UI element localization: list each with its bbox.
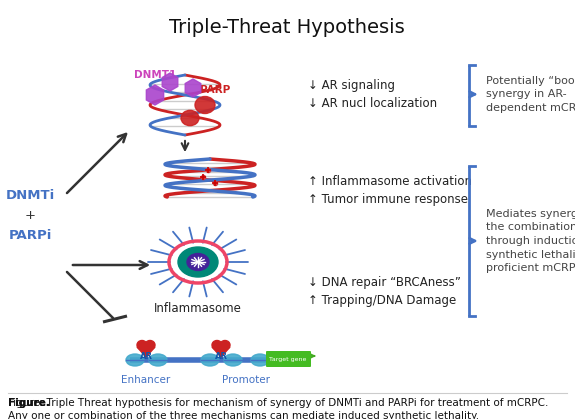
Text: Figure. Triple Threat hypothesis for mechanism of synergy of DNMTi and PARPi for: Figure. Triple Threat hypothesis for mec… <box>8 398 549 419</box>
Text: +: + <box>25 209 36 222</box>
Ellipse shape <box>187 253 209 271</box>
Ellipse shape <box>220 341 230 349</box>
FancyBboxPatch shape <box>266 351 311 367</box>
Text: DNMT1: DNMT1 <box>134 70 176 80</box>
Text: Figure.: Figure. <box>8 398 50 408</box>
Text: Enhancer: Enhancer <box>121 375 171 385</box>
Ellipse shape <box>149 354 167 366</box>
Ellipse shape <box>251 354 269 366</box>
Polygon shape <box>212 347 230 357</box>
Ellipse shape <box>224 354 242 366</box>
Polygon shape <box>137 347 155 357</box>
Text: Mediates synergy of
the combination
through induction of
synthetic lethality in : Mediates synergy of the combination thro… <box>486 209 575 273</box>
Ellipse shape <box>195 96 215 114</box>
Ellipse shape <box>181 110 199 126</box>
Text: PARPi: PARPi <box>8 228 52 241</box>
Ellipse shape <box>145 341 155 349</box>
Text: DNMTi: DNMTi <box>5 189 55 202</box>
Text: Triple-Threat Hypothesis: Triple-Threat Hypothesis <box>169 18 405 37</box>
Text: Target gene: Target gene <box>269 357 306 362</box>
Ellipse shape <box>178 247 218 277</box>
Text: ↓ DNA repair “BRCAness”
↑ Trapping/DNA Damage: ↓ DNA repair “BRCAness” ↑ Trapping/DNA D… <box>308 276 461 307</box>
Text: Inflammasome: Inflammasome <box>154 302 242 315</box>
Text: Potentially “boosts”
synergy in AR-
dependent mCRPC: Potentially “boosts” synergy in AR- depe… <box>486 76 575 113</box>
Text: Promoter: Promoter <box>222 375 270 385</box>
Text: ↓ AR signaling
↓ AR nucl localization: ↓ AR signaling ↓ AR nucl localization <box>308 79 437 110</box>
Text: PARP: PARP <box>200 85 230 95</box>
Ellipse shape <box>212 341 222 349</box>
Ellipse shape <box>137 341 147 349</box>
Text: Figure.: Figure. <box>8 398 50 408</box>
Ellipse shape <box>126 354 144 366</box>
Text: AR: AR <box>140 352 152 360</box>
Text: AR: AR <box>214 352 228 360</box>
Ellipse shape <box>201 354 219 366</box>
Text: ↑ Inflammasome activation
↑ Tumor immune response: ↑ Inflammasome activation ↑ Tumor immune… <box>308 175 471 206</box>
